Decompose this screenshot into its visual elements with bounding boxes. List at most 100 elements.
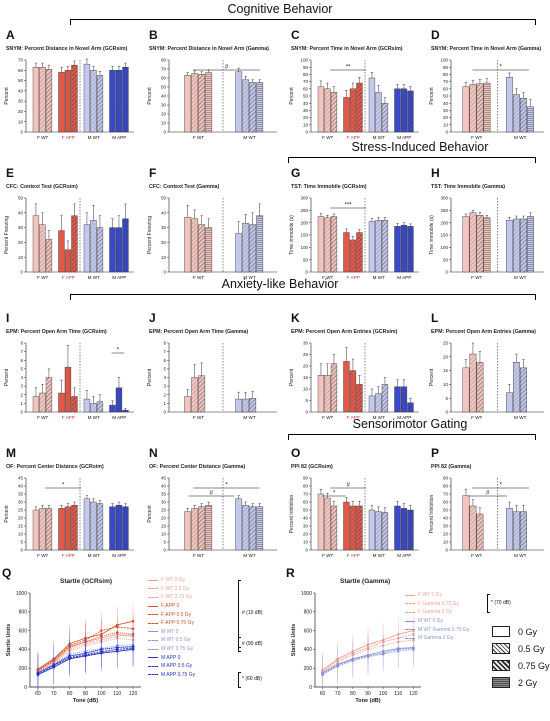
y-tick-label: 100 (300, 58, 308, 63)
legend-item: M APP 0.75 Gy (148, 671, 195, 680)
y-tick-label: 20 (303, 115, 309, 120)
dose-label: 0 Gy (518, 626, 538, 637)
legend-swatch (405, 594, 415, 596)
panel-title: SNYM: Percent Distance in Novel Arm (Gam… (149, 46, 269, 52)
y-tick-label: 0 (24, 685, 27, 691)
dose-legend-item: 2 Gy (492, 677, 550, 688)
legend-label: M WT 0.75 Gy (161, 646, 194, 653)
y-tick-label: 5 (163, 366, 166, 371)
bar (506, 392, 513, 413)
legend-swatch (148, 665, 158, 667)
legend-swatch (148, 657, 158, 659)
dose-swatch-2 (492, 677, 510, 688)
x-group-label: F WT (37, 415, 48, 420)
y-tick-label: 100 (440, 58, 448, 63)
y-tick-label: 0 (163, 548, 166, 553)
bar (58, 230, 65, 273)
bar (235, 71, 243, 133)
y-tick-label: 10 (443, 122, 449, 127)
y-axis-label: Startle Units (291, 624, 297, 656)
legend-swatch (405, 637, 415, 639)
startle-gamma-chart: 0 200 400 600 800 1000 60 70 80 90 100 110 120 Tone (… (291, 591, 421, 704)
bar-chart: 0 10 20 30 40 50 Percent Freezing F WT M WT (147, 196, 277, 280)
bar-chart: 0 5 10 15 20 25 30 Percent F WT F APP M WT M APP (289, 341, 419, 420)
bar-hatch (242, 399, 249, 412)
bar (462, 367, 470, 413)
y-tick-label: 30 (303, 341, 309, 346)
x-tick-label: 100 (97, 691, 106, 697)
y-tick-label: 70 (303, 79, 309, 84)
section-tick (288, 157, 289, 163)
x-tick-label: 90 (365, 691, 371, 697)
bar-hatch (256, 506, 263, 550)
panel-title: EPM: Percent Open Arm Entries (GCRsim) (291, 329, 398, 335)
bar (235, 233, 243, 273)
bar-hatch (97, 227, 103, 272)
y-tick-label: 40 (18, 210, 24, 215)
panel-k: K EPM: Percent Open Arm Entries (GCRsim) 0… (285, 305, 425, 430)
y-tick-label: 70 (161, 67, 167, 72)
y-tick-label: 70 (303, 492, 309, 497)
panel-title: SNYM: Percent Time in Novel Arm (GCRsim) (291, 46, 403, 52)
bar-hatch (375, 220, 382, 272)
y-tick-label: 70 (443, 492, 449, 497)
y-tick-label: 0 (20, 130, 23, 135)
bar-hatch (198, 375, 205, 412)
annotation-label: * (70 dB) (491, 599, 511, 606)
bar-hatch (324, 375, 331, 412)
y-tick-label: 20 (303, 364, 309, 369)
bar (32, 396, 40, 413)
bar-hatch (375, 393, 382, 412)
x-group-label: M APP (112, 275, 126, 280)
y-tick-label: 30 (18, 99, 24, 104)
legend-item: M WT 0 Gy (405, 617, 469, 626)
y-tick-label: 15 (303, 375, 309, 380)
panel-title: CFC: Context Test (Gamma) (149, 184, 220, 190)
section-line (70, 19, 536, 20)
y-tick-label: 10 (303, 122, 309, 127)
section-tick (535, 157, 536, 163)
x-group-label: F APP (62, 135, 75, 140)
x-tick-label: 60 (35, 691, 41, 697)
bar (317, 493, 325, 551)
legend-label: F APP 0 (161, 603, 180, 610)
x-group-label: M APP (397, 553, 411, 558)
y-tick-label: 20 (303, 532, 309, 537)
y-tick-label: 90 (443, 65, 449, 70)
bar-hatch (198, 506, 205, 550)
y-tick-label: 30 (161, 225, 167, 230)
panel-letter: C (291, 28, 300, 42)
panel-letter: O (291, 446, 301, 460)
bar-hatch (356, 384, 363, 412)
sig-mark: # (346, 483, 350, 489)
panel-title: PPI 82 (GCRsim) (291, 464, 333, 470)
annotation-bracket (238, 637, 241, 652)
panel-d: D SNYM: Percent Time in Novel Arm (Gamma)… (425, 22, 550, 150)
section-line (288, 434, 536, 435)
x-tick-label: 120 (129, 691, 138, 697)
bar (368, 509, 376, 551)
legend-item: F APP 0 (148, 602, 195, 611)
y-tick-label: 10 (18, 119, 24, 124)
bar (184, 396, 192, 413)
y-tick-label: 400 (304, 647, 313, 653)
data-point (336, 665, 340, 668)
bar-hatch (407, 510, 414, 550)
bar-hatch (256, 215, 263, 272)
y-axis-label: Percent (429, 87, 435, 105)
bar (83, 398, 91, 413)
y-tick-label: 40 (18, 88, 24, 93)
bar (184, 75, 192, 133)
bar (32, 66, 40, 133)
bar-hatch (71, 215, 78, 272)
panel-title: SNYM: Percent Distance in Novel Arm (GCR… (6, 46, 128, 52)
legend-swatch (148, 674, 158, 676)
bar (368, 395, 376, 413)
bar-hatch (520, 511, 527, 550)
section-tick (535, 294, 536, 300)
x-group-label: M APP (112, 553, 126, 558)
bar-hatch (116, 387, 122, 412)
y-tick-label: 20 (161, 240, 167, 245)
panel-c: C SNYM: Percent Time in Novel Arm (GCRsim… (285, 22, 425, 150)
